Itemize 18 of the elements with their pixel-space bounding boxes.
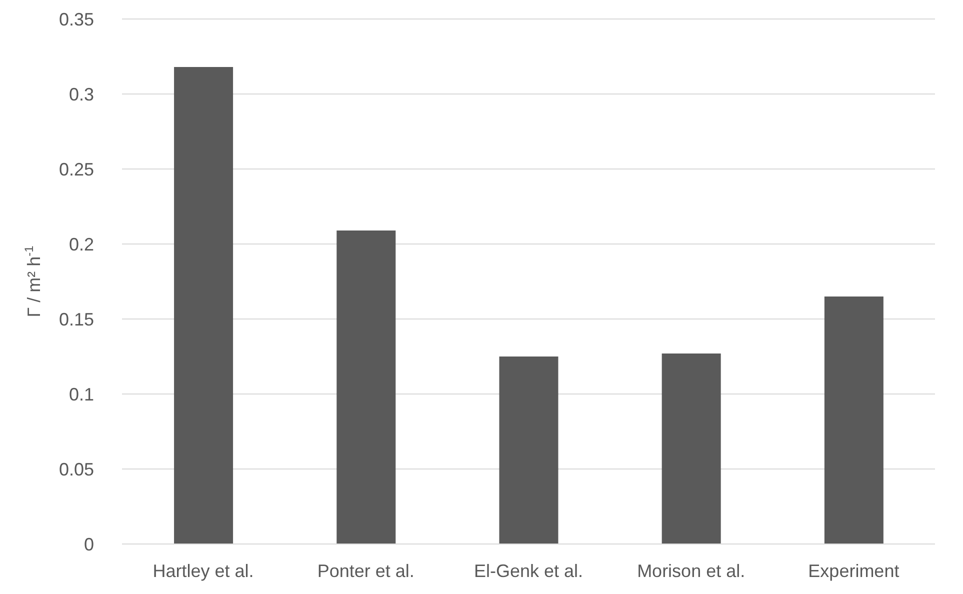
x-tick-label: El-Genk et al. [474,560,584,581]
bar [336,230,396,544]
y-tick-label: 0.25 [58,159,94,180]
bar [662,354,721,544]
x-tick-label: Morison et al. [637,560,746,581]
x-tick-label: Ponter et al. [317,560,414,581]
y-tick-label: 0.1 [68,384,94,404]
y-tick-label: 0 [84,534,94,554]
y-tick-label: 0.3 [68,84,94,104]
x-tick-label: Hartley et al. [152,560,254,581]
y-tick-label: 0.2 [68,234,94,254]
y-tick-label: 0.15 [58,309,94,330]
y-tick-label: 0.35 [58,9,94,30]
bar [824,296,884,544]
bar [499,356,558,544]
x-tick-label: Experiment [808,560,900,581]
y-tick-label: 0.05 [58,459,94,480]
bar [174,67,234,544]
